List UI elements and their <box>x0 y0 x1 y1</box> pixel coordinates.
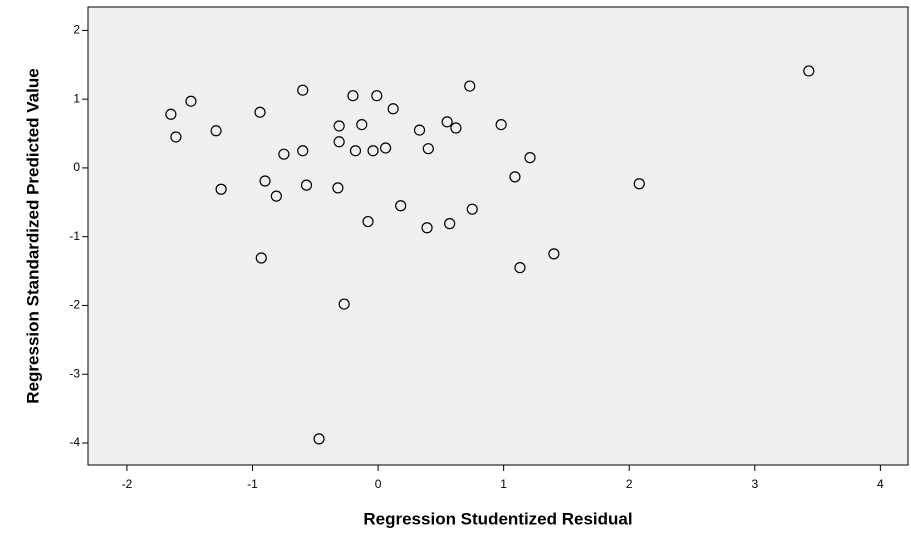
point <box>210 125 222 137</box>
point <box>349 145 362 157</box>
point <box>441 116 453 128</box>
point <box>259 175 271 187</box>
point <box>333 136 345 148</box>
point <box>313 433 325 445</box>
point <box>633 178 645 190</box>
y-axis-title: Regression Standardized Predicted Value <box>23 68 42 403</box>
y-tick-label: -3 <box>69 366 80 380</box>
plot-area <box>87 6 909 466</box>
x-tick-label: 3 <box>751 477 758 491</box>
x-tick-label: 4 <box>877 477 884 491</box>
point <box>254 106 266 118</box>
point <box>278 148 290 160</box>
y-tick-label: 2 <box>73 23 80 37</box>
x-tick-label: 1 <box>500 477 507 491</box>
point <box>464 80 476 92</box>
point <box>165 108 177 120</box>
y-tick-label: -1 <box>69 229 80 243</box>
point <box>803 65 815 77</box>
point <box>362 215 374 228</box>
point <box>185 95 197 107</box>
point <box>270 190 282 202</box>
y-tick-label: -4 <box>69 435 80 449</box>
point <box>300 179 313 191</box>
point <box>380 142 392 154</box>
x-tick-label: -2 <box>122 477 133 491</box>
point <box>466 203 478 215</box>
x-tick-label: 0 <box>375 477 382 491</box>
x-tick-label: -1 <box>247 477 258 491</box>
point <box>332 182 344 194</box>
point <box>514 262 526 274</box>
point <box>387 103 399 115</box>
point <box>444 218 456 230</box>
point <box>333 120 345 132</box>
point <box>413 124 426 136</box>
point <box>297 84 309 96</box>
point <box>371 90 383 102</box>
y-tick-label: 1 <box>73 91 80 105</box>
x-tick-label: 2 <box>626 477 633 491</box>
y-tick-label: 0 <box>73 160 80 174</box>
y-tick-label: -2 <box>69 298 80 312</box>
point <box>509 171 521 183</box>
point <box>495 118 507 131</box>
x-axis-title: Regression Studentized Residual <box>363 509 632 528</box>
point <box>367 145 379 157</box>
point <box>450 122 462 134</box>
point <box>548 248 560 260</box>
point <box>170 131 182 143</box>
point <box>347 90 359 102</box>
point <box>356 118 368 131</box>
point <box>422 143 434 155</box>
point <box>395 200 407 212</box>
point <box>421 222 433 234</box>
point <box>215 183 227 195</box>
point <box>255 252 267 264</box>
point <box>524 152 536 164</box>
point <box>297 145 309 157</box>
point <box>338 298 350 310</box>
